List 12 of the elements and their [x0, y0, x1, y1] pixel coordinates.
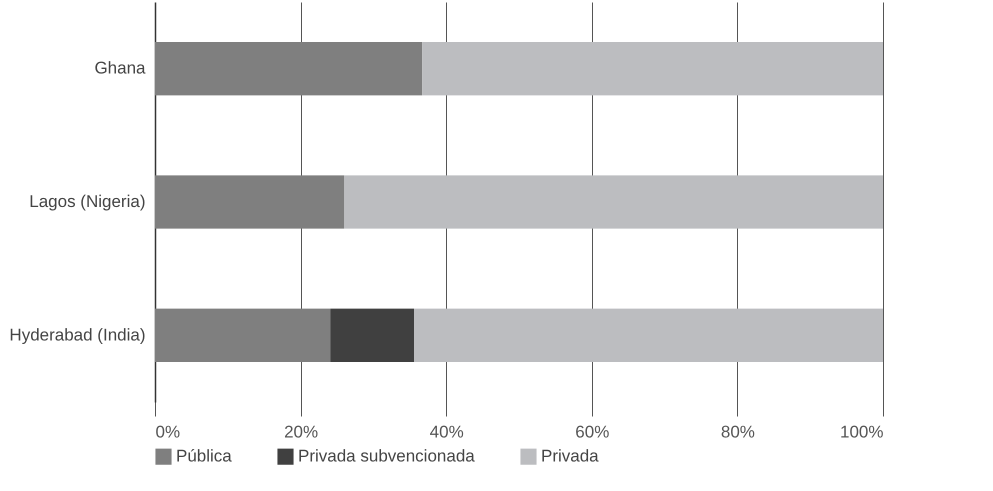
x-tick-label: 20%: [284, 422, 318, 442]
x-tick-label: 100%: [840, 422, 884, 442]
x-tick-label: 60%: [575, 422, 610, 442]
x-tick-label: 40%: [430, 422, 464, 442]
legend-label: Pública: [176, 446, 232, 466]
y-tick-label: Lagos (Nigeria): [29, 192, 146, 211]
x-tick-label: 80%: [720, 422, 755, 442]
legend-label: Privada subvencionada: [298, 446, 476, 466]
y-tick-label: Hyderabad (India): [9, 325, 146, 344]
y-tick-label: Ghana: [94, 58, 146, 78]
legend-label: Privada: [541, 446, 600, 466]
x-tick-label: 0%: [156, 422, 180, 442]
